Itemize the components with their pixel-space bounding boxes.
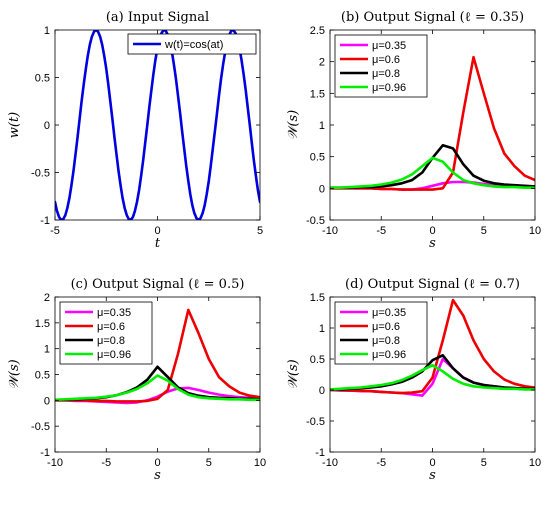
y-tick-label: -0.5 xyxy=(306,215,325,227)
x-tick-label: 10 xyxy=(529,225,541,237)
x-axis-label: t xyxy=(155,236,161,251)
legend-label: μ=0.96 xyxy=(97,349,131,361)
legend-box xyxy=(127,33,257,55)
y-axis-label: 𝒲(s) xyxy=(286,359,301,389)
y-tick-label: -0.5 xyxy=(31,421,50,433)
y-tick-label: 0.5 xyxy=(35,370,50,382)
legend-label: μ=0.6 xyxy=(372,54,400,66)
series-line-2 xyxy=(55,365,260,402)
series-line-0 xyxy=(55,30,260,220)
x-tick-label: 10 xyxy=(254,457,266,469)
x-tick-label: -5 xyxy=(101,457,111,469)
panel-0: -5 0 5 -1 -0.5 0 0.5 1 (a) Input Signal t w(t) w(t)… xyxy=(7,10,263,251)
y-axis-label: 𝒲(s) xyxy=(286,110,301,140)
y-tick-label: 2.5 xyxy=(310,25,325,37)
y-tick-label: -1 xyxy=(40,215,50,227)
legend-label: μ=0.6 xyxy=(372,321,400,333)
x-axis-label: s xyxy=(429,468,436,483)
y-tick-label: 1 xyxy=(319,120,325,132)
x-tick-label: -10 xyxy=(47,457,63,469)
y-tick-label: 1.5 xyxy=(310,88,325,100)
x-tick-label: 5 xyxy=(206,457,212,469)
y-tick-label: 0 xyxy=(319,385,325,397)
x-axis-label: s xyxy=(429,236,436,251)
legend-label: μ=0.8 xyxy=(97,335,125,347)
legend: w(t)=cos(at) xyxy=(127,33,257,55)
y-tick-label: -1 xyxy=(40,447,50,459)
y-axis-label: 𝒲(s) xyxy=(7,359,22,389)
x-tick-label: -10 xyxy=(322,225,338,237)
legend-label: μ=0.35 xyxy=(97,307,131,319)
x-tick-label: 0 xyxy=(429,457,435,469)
x-tick-label: 5 xyxy=(481,457,487,469)
y-tick-label: 0 xyxy=(44,120,50,132)
series-line-1 xyxy=(55,308,260,403)
panel-2: -10 -5 0 5 10 -1 -0.5 0 0.5 1 1.5 2 (c) Output Signa… xyxy=(7,277,266,483)
x-tick-label: 10 xyxy=(529,457,541,469)
legend-label: μ=0.8 xyxy=(372,68,400,80)
y-tick-label: 1 xyxy=(44,25,50,37)
x-tick-label: -5 xyxy=(376,225,386,237)
plot-frame xyxy=(54,29,261,221)
y-tick-label: 1.5 xyxy=(310,292,325,304)
y-tick-label: -0.5 xyxy=(31,168,50,180)
legend-label: μ=0.96 xyxy=(372,349,406,361)
y-tick-label: 0.5 xyxy=(310,152,325,164)
chart-title: (d) Output Signal (ℓ = 0.7) xyxy=(345,277,520,292)
x-tick-label: 0 xyxy=(154,225,160,237)
x-tick-label: 5 xyxy=(481,225,487,237)
x-tick-label: 0 xyxy=(154,457,160,469)
y-tick-label: 0.5 xyxy=(310,354,325,366)
x-tick-label: -5 xyxy=(50,225,60,237)
series-line-3 xyxy=(55,374,260,402)
panel-1: -10 -5 0 5 10 -0.5 0 0.5 1 1.5 2 2.5 (b) Output Sign… xyxy=(286,10,541,251)
x-tick-label: 0 xyxy=(429,225,435,237)
y-tick-label: 2 xyxy=(44,292,50,304)
chart-title: (a) Input Signal xyxy=(106,10,209,25)
legend-label: μ=0.8 xyxy=(372,335,400,347)
y-tick-label: 1.5 xyxy=(35,318,50,330)
series-line-3 xyxy=(330,363,535,391)
x-axis-label: s xyxy=(154,468,161,483)
y-tick-label: 2 xyxy=(319,57,325,69)
y-tick-label: 0.5 xyxy=(35,73,50,85)
x-tick-label: 5 xyxy=(257,225,263,237)
legend: μ=0.35 μ=0.6 μ=0.8 μ=0.96 xyxy=(334,301,428,365)
y-tick-label: -1 xyxy=(315,447,325,459)
x-tick-label: -5 xyxy=(376,457,386,469)
series-group xyxy=(55,30,260,220)
legend-label: μ=0.35 xyxy=(372,40,406,52)
chart-title: (c) Output Signal (ℓ = 0.5) xyxy=(71,277,245,292)
y-tick-label: 1 xyxy=(44,344,50,356)
legend-label: μ=0.6 xyxy=(97,321,125,333)
legend: μ=0.35 μ=0.6 μ=0.8 μ=0.96 xyxy=(59,301,153,365)
legend: μ=0.35 μ=0.6 μ=0.8 μ=0.96 xyxy=(334,34,428,98)
legend-label: μ=0.35 xyxy=(372,307,406,319)
series-group xyxy=(330,298,535,397)
series-group xyxy=(330,55,535,191)
legend-label: w(t)=cos(at) xyxy=(164,39,223,51)
legend-label: μ=0.96 xyxy=(372,82,406,94)
series-line-1 xyxy=(330,298,535,395)
panel-3: -10 -5 0 5 10 -1 -0.5 0 0.5 1 1.5 (d) Output Signal… xyxy=(286,277,541,483)
series-line-3 xyxy=(330,156,535,189)
y-tick-label: 0 xyxy=(44,395,50,407)
series-group xyxy=(55,308,260,405)
y-tick-label: -0.5 xyxy=(306,416,325,428)
x-tick-label: -10 xyxy=(322,457,338,469)
y-tick-label: 1 xyxy=(319,323,325,335)
y-axis-label: w(t) xyxy=(7,112,22,139)
y-tick-label: 0 xyxy=(319,183,325,195)
chart-title: (b) Output Signal (ℓ = 0.35) xyxy=(341,10,524,25)
